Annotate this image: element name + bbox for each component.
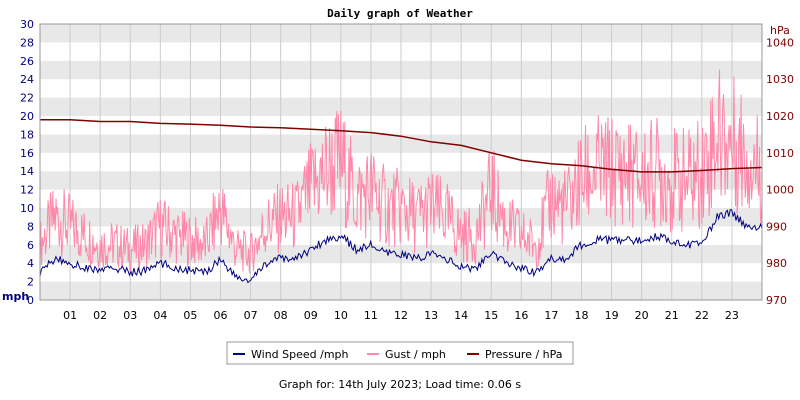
plot-border <box>39 23 763 301</box>
left-tick-label: 20 <box>20 110 34 123</box>
left-tick-label: 2 <box>27 276 34 289</box>
left-tick-label: 24 <box>20 73 34 86</box>
legend-label-pressure: Pressure / hPa <box>485 348 563 361</box>
x-tick-label: 16 <box>514 309 528 322</box>
x-tick-label: 12 <box>394 309 408 322</box>
x-tick-label: 11 <box>364 309 378 322</box>
x-tick-label: 04 <box>153 309 167 322</box>
x-tick-label: 14 <box>454 309 468 322</box>
series-line-pressure <box>40 118 763 173</box>
x-tick-label: 07 <box>244 309 258 322</box>
x-tick-label: 02 <box>93 309 107 322</box>
left-tick-label: 10 <box>20 202 34 215</box>
x-tick-label: 22 <box>695 309 709 322</box>
left-tick-label: 28 <box>20 36 34 49</box>
x-tick-label: 01 <box>63 309 77 322</box>
x-tick-label: 19 <box>605 309 619 322</box>
right-axis-ticks: 970 980 990 1000 1010 1020 1030 1040 <box>766 36 794 307</box>
x-tick-label: 18 <box>575 309 589 322</box>
left-tick-label: 30 <box>20 18 34 31</box>
right-tick-label: 1000 <box>766 184 794 197</box>
left-tick-label: 16 <box>20 147 34 160</box>
left-tick-label: 4 <box>27 257 34 270</box>
left-tick-label: 14 <box>20 165 34 178</box>
x-tick-label: 09 <box>304 309 318 322</box>
chart-title: Daily graph of Weather <box>327 7 473 20</box>
right-tick-label: 970 <box>766 294 787 307</box>
x-tick-label: 15 <box>484 309 498 322</box>
x-tick-label: 17 <box>544 309 558 322</box>
series-line-wind <box>39 209 763 284</box>
left-tick-label: 8 <box>27 220 34 233</box>
right-tick-label: 1040 <box>766 36 794 49</box>
plot-area <box>39 69 763 284</box>
x-tick-label: 03 <box>123 309 137 322</box>
right-tick-label: 1010 <box>766 147 794 160</box>
left-tick-label: 18 <box>20 128 34 141</box>
right-tick-label: 980 <box>766 257 787 270</box>
x-tick-label: 21 <box>665 309 679 322</box>
left-tick-label: 0 <box>27 294 34 307</box>
x-tick-label: 13 <box>424 309 438 322</box>
right-tick-label: 1030 <box>766 73 794 86</box>
x-tick-label: 20 <box>635 309 649 322</box>
right-tick-label: 1020 <box>766 110 794 123</box>
x-tick-label: 23 <box>725 309 739 322</box>
x-tick-label: 06 <box>214 309 228 322</box>
x-tick-label: 10 <box>334 309 348 322</box>
x-tick-label: 08 <box>274 309 288 322</box>
left-tick-label: 22 <box>20 92 34 105</box>
series-line-gust <box>39 69 763 274</box>
legend-label-wind: Wind Speed /mph <box>251 348 349 361</box>
left-axis-unit: mph <box>2 290 29 303</box>
left-tick-label: 12 <box>20 184 34 197</box>
right-axis-unit: hPa <box>770 24 790 37</box>
footer-status: Graph for: 14th July 2023; Load time: 0.… <box>278 378 522 391</box>
legend-box <box>226 341 574 365</box>
left-tick-label: 6 <box>27 239 34 252</box>
x-tick-label: 05 <box>183 309 197 322</box>
legend-label-gust: Gust / mph <box>385 348 446 361</box>
left-tick-label: 26 <box>20 55 34 68</box>
plot-frame <box>39 23 763 301</box>
x-axis-ticks: 01 02 03 04 05 06 07 08 09 10 11 12 13 14 15 16 17 18 19 20… <box>63 309 739 322</box>
right-tick-label: 990 <box>766 220 787 233</box>
